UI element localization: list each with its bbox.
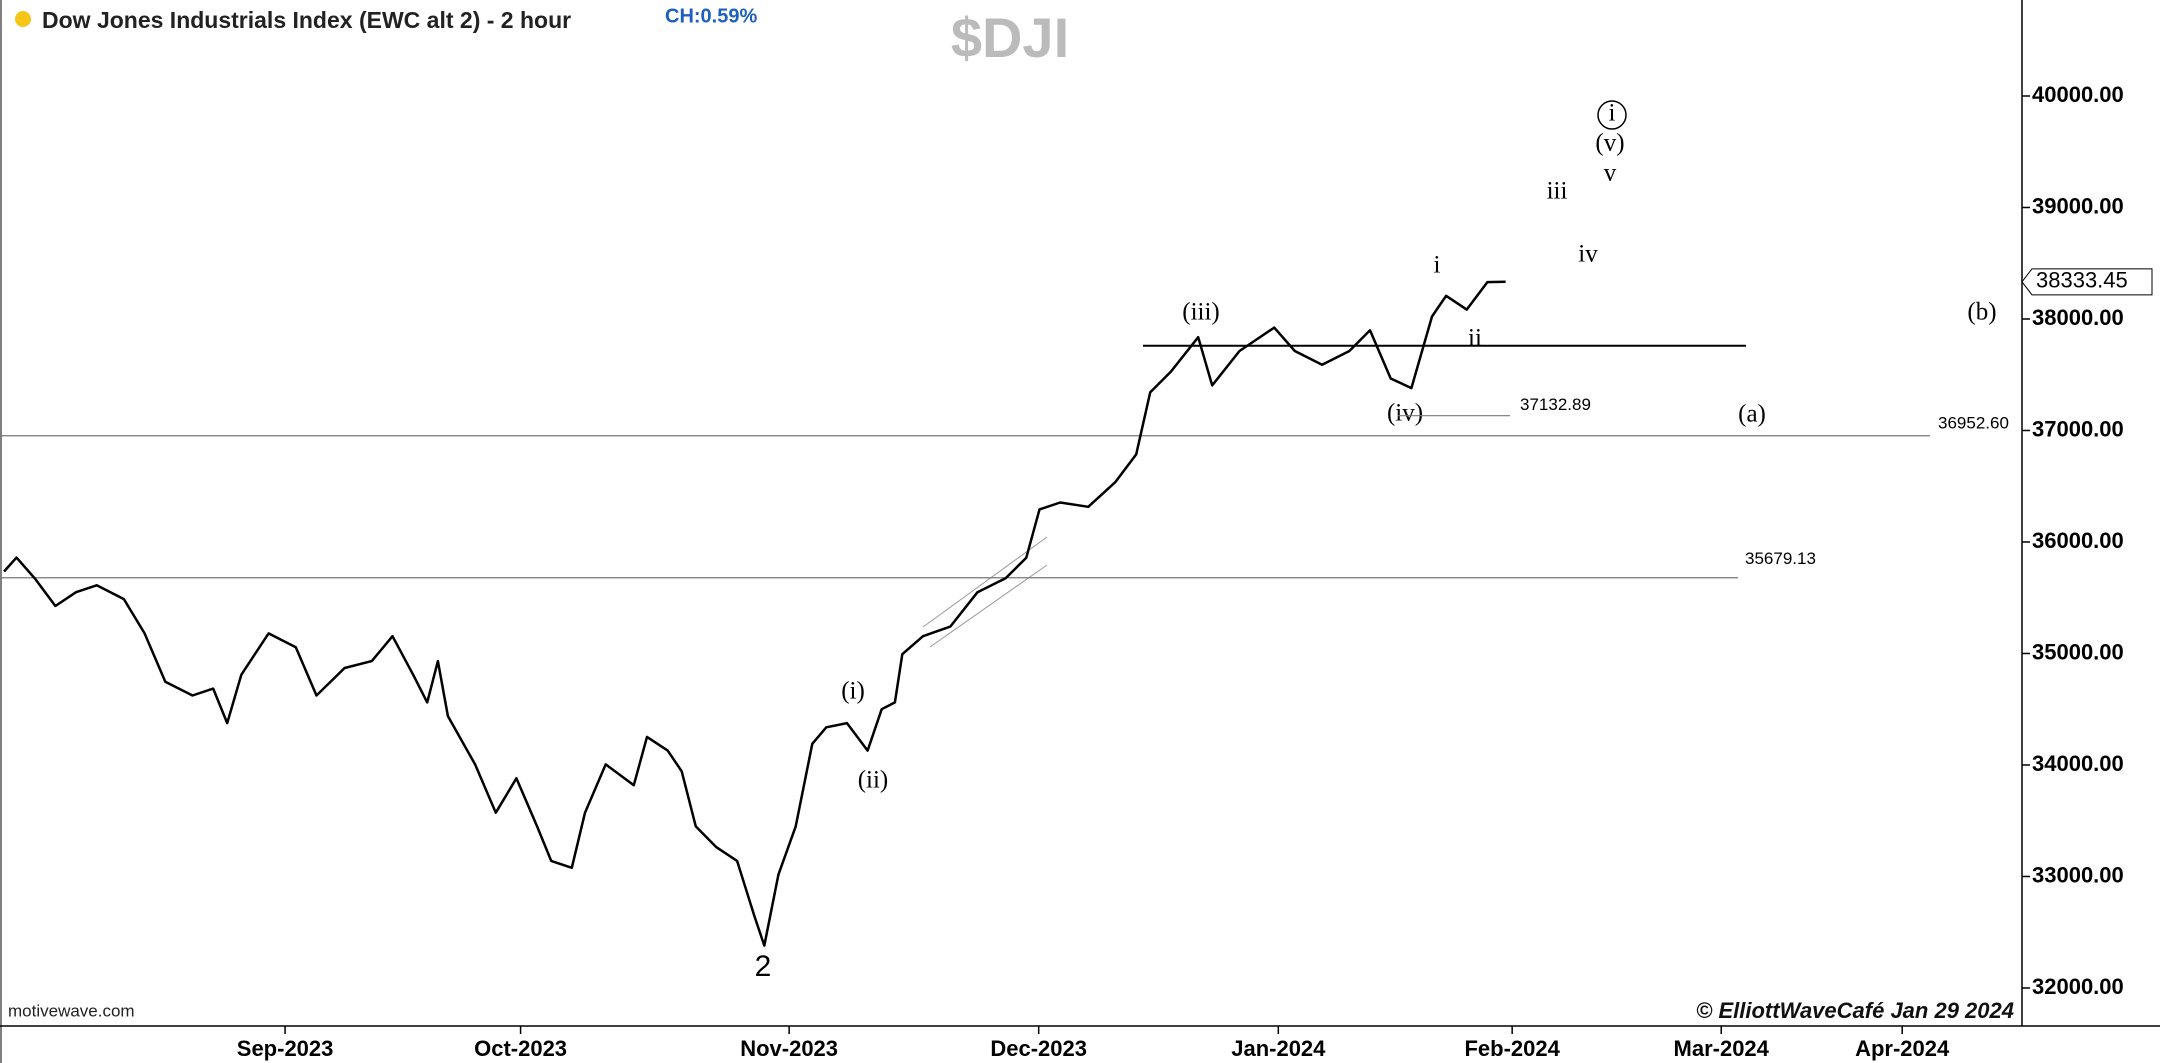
symbol-watermark: $DJI — [951, 6, 1069, 69]
wave-label: ii — [1468, 325, 1482, 352]
x-tick-label: Nov-2023 — [740, 1036, 838, 1061]
price-line — [3, 280, 1506, 947]
x-tick-label: Feb-2024 — [1464, 1036, 1560, 1061]
level-label: 36952.60 — [1938, 413, 2009, 432]
credit: © ElliottWaveCafé Jan 29 2024 — [1696, 998, 2014, 1023]
price-tag-label: 38333.45 — [2036, 268, 2128, 293]
wave-label: 2 — [755, 950, 772, 983]
wave-label: (b) — [1967, 299, 1996, 326]
channel-line — [929, 564, 1048, 648]
level-label: 37132.89 — [1520, 395, 1591, 414]
wave-label: (ii) — [858, 767, 889, 794]
y-tick-label: 33000.00 — [2032, 862, 2124, 887]
source: motivewave.com — [8, 1001, 135, 1020]
x-tick-label: Mar-2024 — [1674, 1036, 1770, 1061]
wave-label: v — [1604, 160, 1617, 187]
y-tick-label: 38000.00 — [2032, 305, 2124, 330]
price-tag — [2021, 268, 2153, 296]
y-tick-label: 39000.00 — [2032, 193, 2124, 218]
y-tick-label: 40000.00 — [2032, 82, 2124, 107]
y-tick-label: 35000.00 — [2032, 639, 2124, 664]
change: CH:0.59% — [665, 5, 757, 27]
level-label: 35679.13 — [1745, 549, 1816, 568]
y-tick-label: 34000.00 — [2032, 751, 2124, 776]
status-dot — [15, 11, 31, 27]
x-tick-label: Oct-2023 — [474, 1036, 567, 1061]
wave-circle — [1597, 100, 1627, 130]
wave-label: (a) — [1738, 401, 1766, 428]
wave-label: iii — [1547, 178, 1568, 205]
channel-line — [922, 536, 1048, 628]
y-tick-label: 32000.00 — [2032, 974, 2124, 999]
chart-title: Dow Jones Industrials Index (EWC alt 2) … — [42, 7, 571, 33]
wave-label: iv — [1578, 241, 1598, 268]
wave-label: i — [1434, 252, 1441, 279]
y-tick-label: 37000.00 — [2032, 416, 2124, 441]
wave-label: (i) — [841, 678, 865, 705]
wave-label: i — [1609, 100, 1616, 127]
wave-labels: 2 (i) (ii) (iii) (iv) i ii iii iv v (v) … — [755, 100, 1997, 983]
x-tick-label: Sep-2023 — [237, 1036, 334, 1061]
y-tick-label: 36000.00 — [2032, 528, 2124, 553]
x-tick-label: Jan-2024 — [1231, 1036, 1326, 1061]
wave-label: (v) — [1595, 130, 1624, 157]
wave-label: (iv) — [1387, 400, 1423, 427]
x-tick-label: Apr-2024 — [1855, 1036, 1950, 1061]
x-tick-label: Dec-2023 — [990, 1036, 1087, 1061]
wave-label: (iii) — [1182, 299, 1220, 326]
